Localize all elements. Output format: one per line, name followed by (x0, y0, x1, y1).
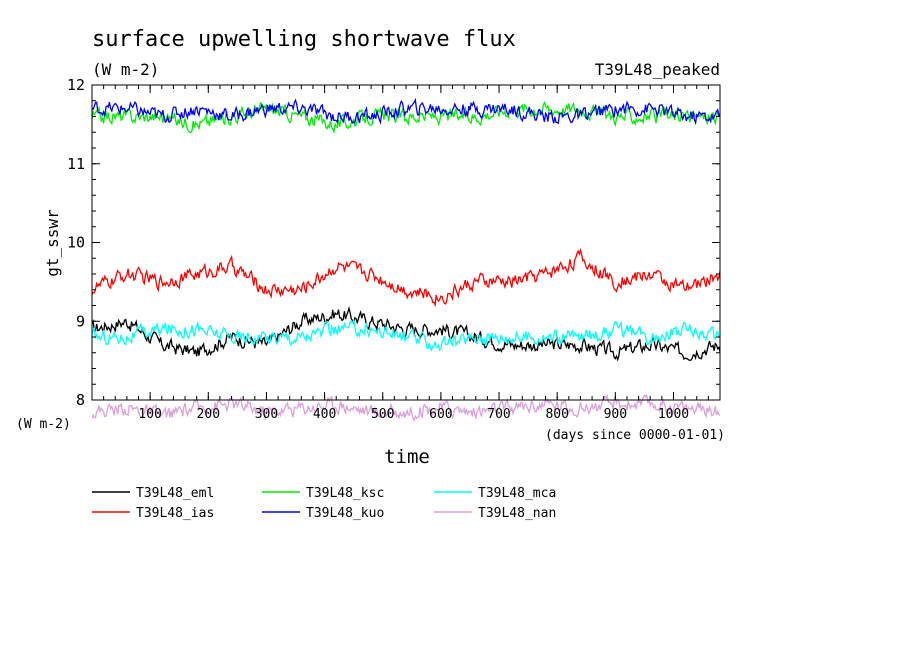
legend-label-T39L48_eml: T39L48_eml (136, 486, 214, 501)
x-tick-label: 900 (604, 407, 627, 422)
x-tick-label: 500 (371, 407, 394, 422)
x-axis-label: time (384, 446, 430, 468)
chart-subtitle: (W m-2) (92, 60, 159, 79)
legend-label-T39L48_kuo: T39L48_kuo (306, 506, 384, 521)
series-line-T39L48_eml (92, 306, 720, 362)
y-tick-label: 11 (67, 155, 85, 173)
x-tick-label: 100 (138, 407, 161, 422)
plot-frame (91, 84, 721, 401)
series-line-T39L48_ksc (92, 100, 720, 135)
x-tick-label: 600 (429, 407, 452, 422)
legend-label-T39L48_nan: T39L48_nan (478, 506, 556, 521)
axes-layer: 8 9 10 11 12 100 200 300 400 500 600 700 800 900 1000 (67, 76, 721, 422)
legend-label-T39L48_mca: T39L48_mca (478, 486, 556, 501)
y-tick-label: 12 (67, 76, 85, 94)
y-tick-label: 10 (67, 234, 85, 252)
x-tick-label: 300 (255, 407, 278, 422)
y-units-label: (W m-2) (16, 417, 71, 432)
series-line-T39L48_kuo (92, 97, 720, 126)
run-label: T39L48_peaked (595, 60, 720, 79)
x-tick-label: 800 (545, 407, 568, 422)
y-tick-label: 8 (76, 391, 85, 409)
y-axis-label: gt_sswr (43, 209, 62, 277)
legend: T39L48_eml T39L48_ias T39L48_ksc T39L48_kuo… (92, 486, 556, 521)
chart-title: surface upwelling shortwave flux (92, 27, 516, 52)
y-tick-label: 9 (76, 312, 85, 330)
x-units-label: (days since 0000-01-01) (545, 428, 725, 443)
series-line-T39L48_ias (92, 248, 720, 308)
series-line-T39L48_mca (92, 318, 720, 352)
x-tick-label: 1000 (658, 407, 689, 422)
x-tick-label: 200 (197, 407, 220, 422)
x-tick-label: 700 (487, 407, 510, 422)
legend-label-T39L48_ias: T39L48_ias (136, 506, 214, 521)
series-layer (92, 97, 720, 422)
x-tick-label: 400 (313, 407, 336, 422)
legend-label-T39L48_ksc: T39L48_ksc (306, 486, 384, 501)
